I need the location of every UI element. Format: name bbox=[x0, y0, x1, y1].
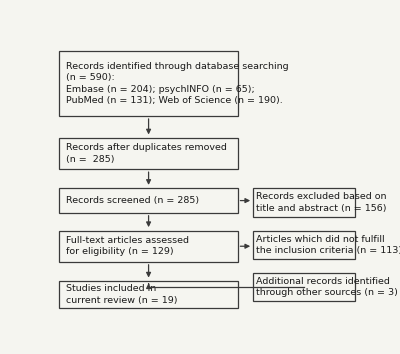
Text: Studies included in
current review (n = 19): Studies included in current review (n = … bbox=[66, 284, 177, 305]
Text: Records excluded based on
title and abstract (n = 156): Records excluded based on title and abst… bbox=[256, 192, 387, 213]
Text: Records identified through database searching
(n = 590):
Embase (n = 204); psych: Records identified through database sear… bbox=[66, 62, 288, 105]
FancyBboxPatch shape bbox=[59, 51, 238, 116]
Text: Records after duplicates removed
(n =  285): Records after duplicates removed (n = 28… bbox=[66, 143, 226, 164]
FancyBboxPatch shape bbox=[253, 273, 355, 302]
Text: Records screened (n = 285): Records screened (n = 285) bbox=[66, 196, 199, 205]
FancyBboxPatch shape bbox=[253, 188, 355, 217]
Text: Full-text articles assessed
for eligibility (n = 129): Full-text articles assessed for eligibil… bbox=[66, 236, 188, 256]
FancyBboxPatch shape bbox=[59, 230, 238, 262]
Text: Articles which did not fulfill
the inclusion criteria (n = 113): Articles which did not fulfill the inclu… bbox=[256, 235, 400, 255]
FancyBboxPatch shape bbox=[59, 138, 238, 169]
FancyBboxPatch shape bbox=[59, 188, 238, 213]
FancyBboxPatch shape bbox=[253, 230, 355, 259]
Text: Additional records identified
through other sources (n = 3): Additional records identified through ot… bbox=[256, 277, 398, 297]
FancyBboxPatch shape bbox=[59, 281, 238, 308]
